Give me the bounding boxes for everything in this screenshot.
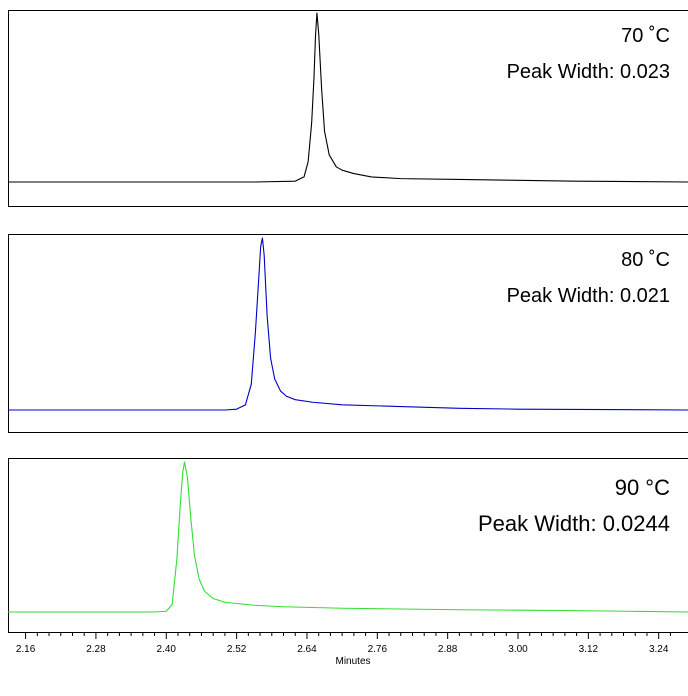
panel-temperature-label: 70 ˚C — [621, 25, 670, 47]
panel-peak-width-label: Peak Width: 0.023 — [507, 61, 670, 83]
panel-1: 70 ˚C Peak Width: 0.023 — [8, 10, 688, 207]
panels-layer: 70 ˚C Peak Width: 0.023 80 ˚C Peak Width: 0… — [8, 10, 688, 633]
x-tick-label: 2.64 — [297, 644, 317, 655]
x-axis: 2.16 2.28 2.40 2.52 2.64 2.76 2.88 3.00 3.12 3.24 — [16, 633, 671, 655]
panel-peak-width-label: Peak Width: 0.021 — [507, 285, 670, 307]
panel-peak-width-label: Peak Width: 0.0244 — [478, 511, 670, 536]
panel-2: 80 ˚C Peak Width: 0.021 — [8, 234, 688, 433]
series-line — [8, 461, 688, 613]
panel-3: 90 °C Peak Width: 0.0244 — [8, 458, 688, 633]
x-tick-label: 3.00 — [508, 644, 528, 655]
panel-temperature-label: 80 ˚C — [621, 249, 670, 271]
x-axis-title: Minutes — [335, 656, 370, 667]
x-tick-label: 2.28 — [86, 644, 106, 655]
x-tick-label: 2.88 — [438, 644, 458, 655]
panel-temperature-label: 90 °C — [615, 475, 670, 500]
series-line — [8, 237, 688, 411]
x-tick-label: 2.52 — [227, 644, 247, 655]
panel-frame — [8, 458, 688, 633]
panel-frame — [8, 10, 688, 207]
x-tick-label: 3.12 — [579, 644, 599, 655]
x-tick-label: 2.76 — [368, 644, 388, 655]
series-line — [8, 12, 688, 183]
x-tick-label: 2.40 — [157, 644, 177, 655]
x-tick-label: 2.16 — [16, 644, 36, 655]
x-tick-label: 3.24 — [649, 644, 669, 655]
panel-frame — [8, 234, 688, 433]
